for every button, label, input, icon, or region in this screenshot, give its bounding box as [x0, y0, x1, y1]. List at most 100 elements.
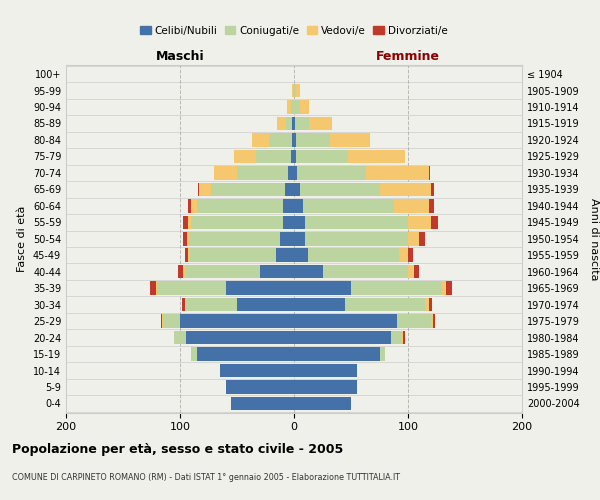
- Bar: [431, 216, 437, 229]
- Bar: [323, 265, 408, 278]
- Bar: [233, 150, 256, 163]
- Bar: [188, 199, 191, 212]
- Bar: [290, 150, 294, 163]
- Legend: Celibi/Nubili, Coniugati/e, Vedovi/e, Divorziati/e: Celibi/Nubili, Coniugati/e, Vedovi/e, Di…: [136, 22, 452, 40]
- Bar: [295, 116, 309, 130]
- Bar: [294, 100, 300, 114]
- Bar: [292, 84, 293, 98]
- Bar: [431, 314, 433, 328]
- Bar: [180, 314, 294, 328]
- Bar: [294, 380, 356, 394]
- Bar: [399, 248, 408, 262]
- Bar: [184, 265, 186, 278]
- Bar: [294, 331, 391, 344]
- Bar: [380, 348, 385, 361]
- Bar: [294, 84, 296, 98]
- Bar: [425, 298, 428, 312]
- Bar: [293, 84, 294, 98]
- Bar: [157, 282, 226, 295]
- Bar: [408, 265, 414, 278]
- Bar: [283, 199, 294, 212]
- Bar: [188, 216, 191, 229]
- Bar: [446, 282, 452, 295]
- Bar: [185, 248, 188, 262]
- Bar: [290, 100, 294, 114]
- Bar: [294, 166, 298, 179]
- Bar: [292, 116, 294, 130]
- Bar: [191, 348, 197, 361]
- Bar: [252, 133, 269, 146]
- Bar: [269, 133, 292, 146]
- Bar: [174, 331, 186, 344]
- Bar: [296, 84, 300, 98]
- Bar: [305, 232, 408, 245]
- Text: COMUNE DI CARPINETO ROMANO (RM) - Dati ISTAT 1° gennaio 2005 - Elaborazione TUTT: COMUNE DI CARPINETO ROMANO (RM) - Dati I…: [12, 472, 400, 482]
- Bar: [191, 199, 197, 212]
- Bar: [408, 232, 419, 245]
- Bar: [197, 199, 283, 212]
- Bar: [294, 282, 351, 295]
- Bar: [303, 199, 394, 212]
- Bar: [397, 314, 431, 328]
- Bar: [294, 199, 303, 212]
- Bar: [191, 216, 283, 229]
- Bar: [163, 314, 180, 328]
- Bar: [190, 248, 276, 262]
- Bar: [394, 199, 428, 212]
- Bar: [184, 232, 187, 245]
- Bar: [300, 100, 309, 114]
- Bar: [403, 331, 404, 344]
- Bar: [237, 166, 289, 179]
- Bar: [188, 248, 190, 262]
- Bar: [419, 232, 425, 245]
- Y-axis label: Fasce di età: Fasce di età: [17, 206, 27, 272]
- Bar: [287, 100, 290, 114]
- Bar: [161, 314, 162, 328]
- Bar: [186, 265, 260, 278]
- Bar: [298, 166, 366, 179]
- Bar: [226, 282, 294, 295]
- Bar: [366, 166, 428, 179]
- Bar: [197, 348, 294, 361]
- Bar: [296, 133, 331, 146]
- Bar: [347, 150, 404, 163]
- Bar: [294, 314, 397, 328]
- Bar: [186, 298, 237, 312]
- Bar: [331, 133, 370, 146]
- Bar: [294, 182, 300, 196]
- Bar: [178, 265, 184, 278]
- Bar: [226, 380, 294, 394]
- Bar: [292, 133, 294, 146]
- Bar: [186, 331, 294, 344]
- Text: Maschi: Maschi: [155, 50, 205, 62]
- Bar: [189, 232, 280, 245]
- Bar: [414, 265, 419, 278]
- Bar: [305, 216, 408, 229]
- Text: Popolazione per età, sesso e stato civile - 2005: Popolazione per età, sesso e stato civil…: [12, 442, 343, 456]
- Bar: [211, 182, 285, 196]
- Bar: [283, 216, 294, 229]
- Bar: [296, 150, 347, 163]
- Bar: [294, 298, 346, 312]
- Bar: [309, 116, 332, 130]
- Bar: [285, 182, 294, 196]
- Bar: [294, 116, 295, 130]
- Bar: [232, 396, 294, 410]
- Bar: [294, 248, 308, 262]
- Text: Femmine: Femmine: [376, 50, 440, 62]
- Bar: [184, 216, 188, 229]
- Bar: [391, 331, 402, 344]
- Bar: [294, 133, 296, 146]
- Bar: [431, 182, 434, 196]
- Bar: [198, 182, 199, 196]
- Bar: [187, 232, 189, 245]
- Bar: [185, 298, 186, 312]
- Bar: [162, 314, 163, 328]
- Bar: [408, 248, 413, 262]
- Bar: [199, 182, 211, 196]
- Bar: [214, 166, 237, 179]
- Bar: [220, 364, 294, 378]
- Bar: [151, 282, 156, 295]
- Bar: [308, 248, 399, 262]
- Bar: [294, 216, 305, 229]
